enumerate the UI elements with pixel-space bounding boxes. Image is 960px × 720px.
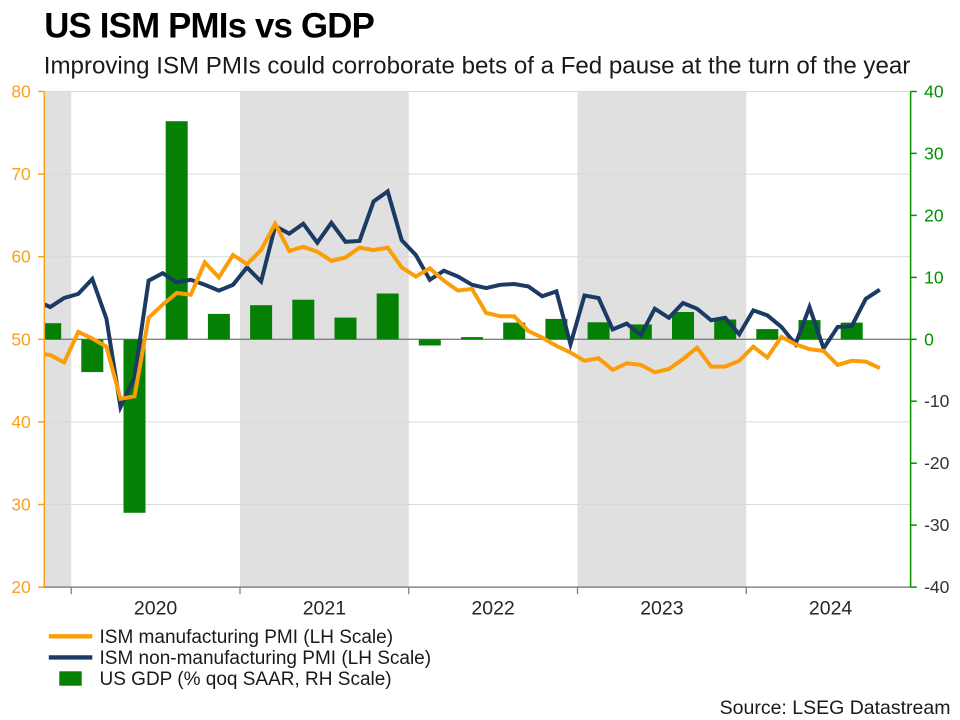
svg-text:ISM non-manufacturing PMI (LH: ISM non-manufacturing PMI (LH Scale) [100,648,432,669]
svg-text:2024: 2024 [809,598,853,620]
svg-text:US ISM PMIs vs GDP: US ISM PMIs vs GDP [44,6,374,45]
svg-text:10: 10 [924,267,944,287]
svg-text:40: 40 [11,412,31,432]
svg-text:2023: 2023 [640,598,683,620]
svg-text:2020: 2020 [134,598,178,620]
svg-text:-10: -10 [924,391,950,411]
svg-text:40: 40 [924,82,944,102]
svg-text:-20: -20 [924,453,950,473]
svg-text:2022: 2022 [471,598,514,620]
svg-text:20: 20 [924,205,944,225]
svg-text:50: 50 [11,329,31,349]
svg-text:80: 80 [11,82,31,102]
svg-text:0: 0 [924,329,934,349]
svg-text:2021: 2021 [303,598,346,620]
svg-text:US GDP (% qoq SAAR, RH Scale): US GDP (% qoq SAAR, RH Scale) [100,669,392,690]
svg-text:ISM manufacturing PMI (LH Scal: ISM manufacturing PMI (LH Scale) [100,627,394,648]
svg-text:30: 30 [11,495,31,515]
svg-text:20: 20 [11,577,31,597]
svg-text:60: 60 [11,247,31,267]
svg-text:70: 70 [11,164,31,184]
svg-text:-30: -30 [924,515,950,535]
svg-text:30: 30 [924,143,944,163]
svg-text:Source: LSEG Datastream: Source: LSEG Datastream [720,697,951,719]
svg-text:-40: -40 [924,577,950,597]
svg-text:Improving ISM PMIs could corro: Improving ISM PMIs could corroborate bet… [44,53,910,80]
